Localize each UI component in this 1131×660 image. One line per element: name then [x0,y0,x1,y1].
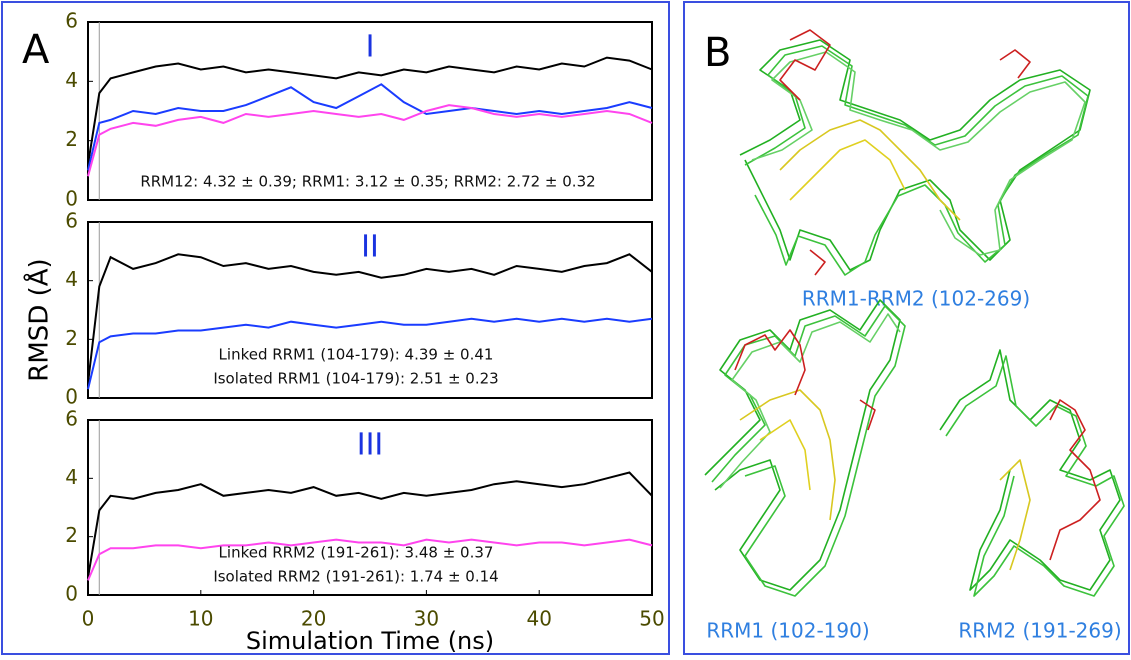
y-tick-label: 4 [65,267,78,291]
series-line [87,83,653,171]
y-tick-label: 6 [65,9,78,33]
y-tick-label: 6 [65,407,78,431]
annotation: Isolated RRM1 (104-179): 2.51 ± 0.23 [213,370,498,388]
panel-title: III [357,428,384,463]
panel-title: II [361,230,379,265]
panel-a-border [1,1,670,655]
structure-caption: RRM1 (102-190) [706,619,869,643]
x-tick-label: 0 [82,607,95,631]
y-axis-label: RMSD (Å) [23,258,55,381]
x-tick-label: 20 [301,607,326,631]
annotation: Linked RRM2 (191-261): 3.48 ± 0.37 [219,544,494,562]
structure-rrm2 [939,349,1125,597]
annotation: Isolated RRM2 (191-261): 1.74 ± 0.14 [213,568,498,586]
annotation: Linked RRM1 (104-179): 4.39 ± 0.41 [219,346,494,364]
series-line [87,56,653,165]
panel-label: B [704,30,731,76]
y-tick-label: 2 [65,326,78,350]
y-tick-label: 0 [65,187,78,211]
x-axis-label: Simulation Time (ns) [246,627,494,655]
series-line [87,104,653,177]
y-tick-label: 2 [65,127,78,151]
x-tick-label: 30 [414,607,439,631]
structure-rrm12 [739,29,1091,276]
panel-label: A [22,27,50,73]
y-tick-label: 4 [65,68,78,92]
series-line [87,317,653,390]
structure-caption: RRM2 (191-269) [958,619,1121,643]
panel-title: I [366,30,375,65]
y-tick-label: 0 [65,582,78,606]
series-line [87,538,653,581]
series-line [87,471,653,578]
plot-frame [87,419,653,596]
y-tick-label: 2 [65,523,78,547]
x-tick-label: 40 [526,607,551,631]
series-line [87,253,653,384]
panel-b-border [683,1,1130,655]
structure-caption: RRM1-RRM2 (102-269) [802,287,1030,311]
annotation: RRM12: 4.32 ± 0.39; RRM1: 3.12 ± 0.35; R… [140,173,595,191]
structure-rrm1 [704,299,906,597]
y-tick-label: 6 [65,209,78,233]
plot-frame [87,221,653,399]
plot-frame [87,21,653,201]
y-tick-label: 0 [65,385,78,409]
y-tick-label: 4 [65,465,78,489]
x-tick-label: 10 [188,607,213,631]
x-tick-label: 50 [639,607,664,631]
